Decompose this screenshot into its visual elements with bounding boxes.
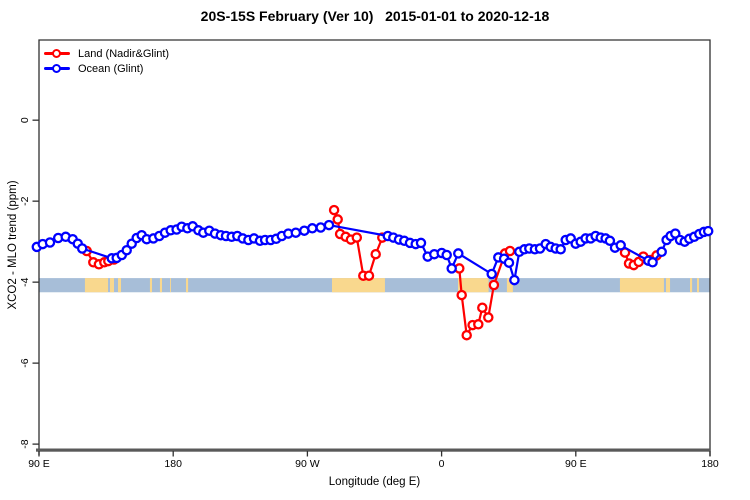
land-point (473, 319, 484, 330)
land-point (477, 302, 488, 313)
land-strip-segment (506, 278, 513, 293)
ocean-point (486, 268, 497, 280)
y-tick-label: -8 (19, 439, 31, 448)
y-tick-label: -6 (19, 358, 31, 367)
legend-item-ocean: Ocean (Glint) (44, 61, 169, 76)
y-axis-label: XCO2 - MLO trend (ppm) (7, 180, 19, 310)
land-line (458, 249, 512, 337)
land-point (504, 245, 516, 257)
y-tick-label: -4 (19, 277, 31, 286)
ocean-point (290, 227, 302, 238)
ocean-point (315, 222, 326, 233)
land-strip-segment (109, 278, 115, 293)
land-point (488, 279, 500, 291)
ocean-point (503, 257, 515, 268)
land-point (363, 270, 375, 281)
ocean-point (647, 257, 658, 268)
land-point (483, 312, 494, 323)
x-tick-label: 90 E (28, 458, 50, 470)
y-tick-label: 0 (19, 117, 31, 123)
land-strip-segment (149, 278, 153, 293)
legend-label-ocean: Ocean (Glint) (78, 62, 144, 75)
x-tick-label: 180 (164, 458, 182, 470)
land-point (332, 214, 343, 225)
ocean-point (121, 244, 132, 256)
land-point (351, 232, 363, 243)
y-tick-label: -2 (19, 196, 31, 205)
x-tick-label: 90 W (295, 458, 320, 470)
chart-title: 20S-15S February (Ver 10) 2015-01-01 to … (200, 8, 550, 24)
land-point (328, 204, 340, 216)
land-strip-segment (690, 278, 693, 293)
land-series-marker-icon (44, 49, 70, 58)
ocean-point (415, 237, 427, 249)
land-strip-segment (458, 278, 489, 293)
land-strip-segment (118, 278, 122, 293)
x-axis-baseline (36, 448, 710, 452)
land-strip-segment (186, 278, 189, 293)
land-strip-segment (619, 278, 664, 293)
x-tick-label: 180 (701, 458, 719, 470)
land-point (370, 248, 381, 260)
land-strip-segment (84, 278, 109, 293)
ocean-point (323, 219, 335, 231)
land-strip-segment (666, 278, 671, 293)
ocean-point (555, 244, 566, 255)
ocean-point (604, 235, 616, 247)
x-tick-label: 0 (439, 458, 445, 470)
ocean-point (453, 248, 464, 259)
ocean-point (44, 237, 56, 248)
land-strip-segment (170, 278, 171, 293)
x-tick-label: 90 E (565, 458, 587, 470)
plot-border (38, 39, 711, 456)
ocean-series-marker-icon (44, 64, 70, 73)
ocean-point (76, 243, 88, 254)
ocean-point (307, 223, 318, 234)
land-strip-segment (159, 278, 163, 293)
legend-label-land: Land (Nadir&Glint) (78, 47, 170, 60)
ocean-point (656, 246, 667, 258)
ocean-point (509, 274, 520, 286)
ocean-point (702, 225, 714, 237)
ocean-point (446, 263, 457, 274)
ocean-point (615, 240, 626, 251)
land-strip-segment (332, 278, 385, 293)
land-strip-segment (697, 278, 699, 293)
ocean-point (441, 249, 452, 261)
land-point (456, 289, 467, 301)
land-point (461, 329, 472, 341)
x-axis-label: Longitude (deg E) (328, 476, 421, 488)
legend: Land (Nadir&Glint) Ocean (Glint) (44, 46, 169, 76)
legend-item-land: Land (Nadir&Glint) (44, 46, 169, 61)
